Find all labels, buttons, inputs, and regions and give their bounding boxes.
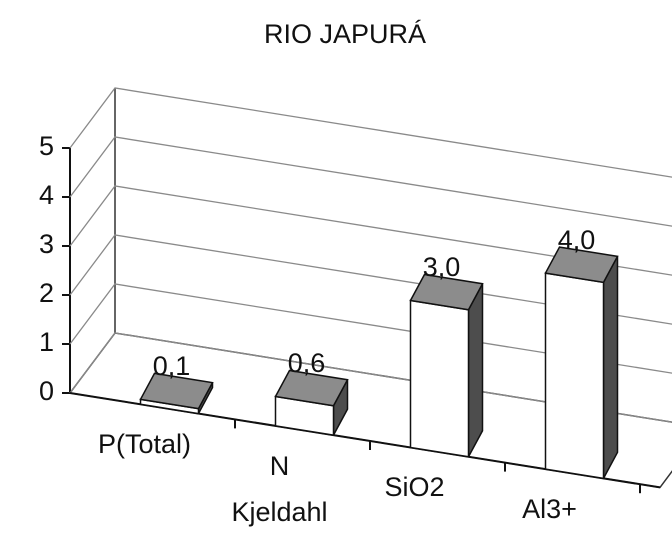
x-tick-label: SiO2: [384, 472, 445, 503]
y-tick-label: 2: [39, 278, 54, 308]
y-tick-label: 1: [39, 327, 54, 357]
grid-line: [69, 185, 672, 276]
y-tick-label: 4: [39, 180, 54, 210]
x-tick-label: Al3+: [522, 493, 577, 524]
grid-line: [69, 87, 672, 178]
x-tick-label: P(Total): [97, 428, 192, 459]
grid-line: [69, 283, 672, 374]
grid-line: [69, 234, 672, 325]
bar-top: [274, 369, 349, 407]
bar-top: [544, 246, 619, 284]
bar-side: [467, 283, 484, 458]
bar-front: [544, 272, 605, 480]
bar-top: [409, 273, 484, 311]
value-label: 0,1: [153, 351, 191, 381]
value-label: 0,6: [288, 348, 326, 378]
x-tick-label: N Kjeldahl: [231, 450, 328, 527]
chart-title: RIO JAPURÁ: [264, 19, 426, 49]
grid-line: [69, 136, 672, 227]
bar-side: [602, 256, 619, 479]
grid-line: [69, 332, 672, 423]
bar-top: [139, 372, 214, 410]
y-tick-label: 5: [39, 131, 54, 161]
bar-front: [409, 299, 470, 458]
value-label: 3,0: [423, 252, 461, 282]
value-label: 4,0: [558, 225, 596, 255]
y-tick-label: 0: [39, 376, 54, 406]
y-tick-label: 3: [39, 229, 54, 259]
